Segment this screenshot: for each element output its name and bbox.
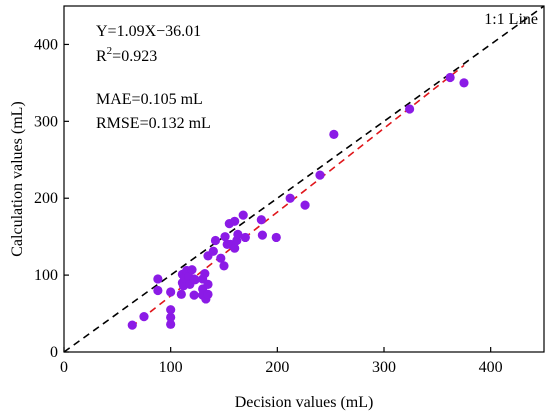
- data-point: [238, 210, 248, 220]
- mae-label: MAE=0.105 mL: [96, 91, 203, 108]
- data-point: [203, 289, 213, 299]
- data-point: [240, 232, 250, 243]
- data-point: [176, 289, 186, 299]
- data-point: [300, 200, 310, 210]
- data-point: [445, 72, 455, 83]
- x-tick-label: 200: [265, 359, 289, 376]
- data-point: [190, 275, 200, 285]
- data-point: [127, 320, 137, 330]
- data-point: [285, 193, 295, 203]
- y-tick-label: 400: [34, 36, 58, 53]
- data-point: [220, 232, 230, 242]
- axis-ticks: 0 100 200 300 400 0 100 200 300 400: [34, 36, 503, 376]
- equation-label: Y=1.09X−36.01: [96, 23, 201, 40]
- data-point: [329, 129, 339, 140]
- data-point: [219, 261, 229, 271]
- data-point: [315, 170, 325, 180]
- y-tick-label: 200: [34, 190, 58, 207]
- data-point: [257, 230, 267, 240]
- x-tick-label: 300: [372, 359, 396, 376]
- identity-line: [63, 5, 545, 353]
- data-point: [210, 235, 221, 246]
- data-point: [166, 319, 176, 329]
- data-point: [203, 279, 213, 289]
- rmse-label: RMSE=0.132 mL: [96, 115, 211, 132]
- data-point: [459, 78, 469, 88]
- data-points: [127, 72, 469, 330]
- r2-label: R2=0.923: [96, 45, 157, 65]
- y-tick-label: 300: [34, 113, 58, 130]
- x-tick-label: 0: [60, 359, 68, 376]
- plot-frame: [63, 5, 545, 353]
- data-point: [230, 243, 240, 253]
- y-axis-title: Calculation values (mL): [9, 101, 26, 257]
- x-tick-label: 400: [479, 359, 503, 376]
- data-point: [216, 253, 226, 263]
- y-tick-label: 100: [34, 267, 58, 284]
- data-point: [153, 274, 163, 284]
- x-axis-title: Decision values (mL): [235, 394, 374, 411]
- data-point: [233, 229, 243, 239]
- data-point: [189, 290, 199, 300]
- data-point: [230, 216, 240, 226]
- data-point: [271, 232, 281, 243]
- data-point: [153, 285, 163, 296]
- data-point: [166, 312, 176, 322]
- data-point: [166, 305, 176, 315]
- data-point: [200, 268, 210, 279]
- identity-line-label: 1:1 Line: [484, 11, 538, 28]
- y-tick-label: 0: [50, 344, 58, 361]
- data-point: [139, 312, 149, 322]
- data-point: [256, 215, 266, 225]
- x-tick-label: 100: [159, 359, 183, 376]
- data-point: [166, 287, 176, 297]
- data-point: [208, 246, 218, 256]
- data-point: [187, 265, 197, 275]
- data-point: [405, 104, 415, 114]
